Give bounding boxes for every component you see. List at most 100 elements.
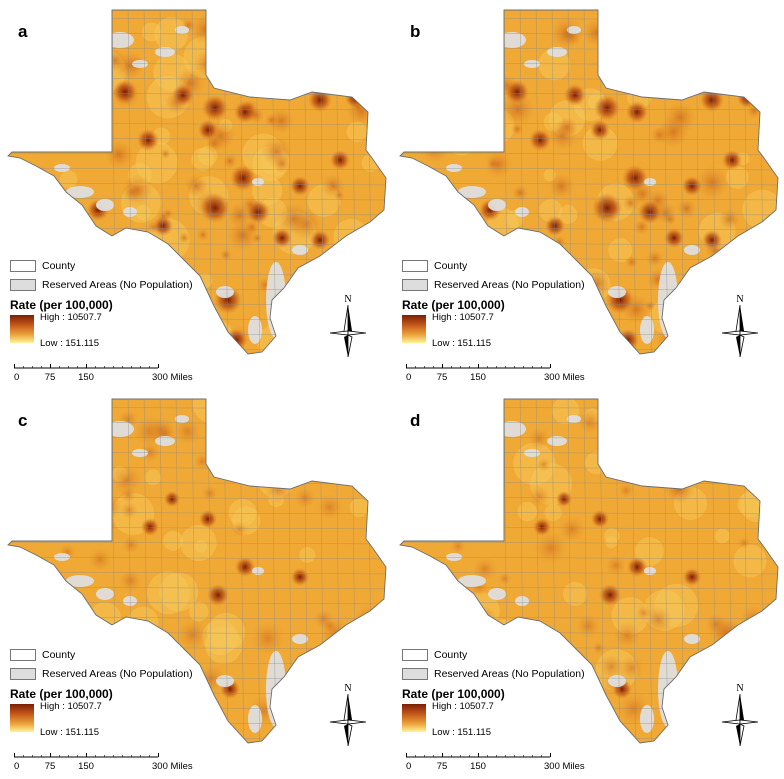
reserved-swatch [10, 668, 36, 680]
reserved-area [567, 26, 581, 34]
rate-color-ramp [10, 704, 34, 732]
reserved-area [446, 164, 462, 172]
reserved-area [292, 634, 308, 644]
reserved-area [684, 634, 700, 644]
rate-hotspot [290, 176, 310, 196]
scale-bar: 0 75 150 300 Miles [14, 364, 193, 383]
texas-map [399, 9, 779, 355]
reserved-area [488, 588, 506, 600]
scale-tick-label: 0 [406, 372, 411, 383]
reserved-area [106, 421, 134, 437]
scale-bar: 0 75 150 300 Miles [14, 753, 193, 772]
scale-tick-label: 75 [437, 372, 448, 383]
scale-tick-label: 150 [470, 761, 486, 772]
panel-label: a [18, 22, 28, 41]
reserved-area [175, 415, 189, 423]
rate-hotspot [272, 228, 292, 248]
north-label: N [344, 683, 351, 694]
rate-hotspot [345, 88, 365, 108]
reserved-area [458, 186, 486, 198]
rate-low-label: Low : 151.115 [40, 727, 99, 738]
panel-label: c [18, 411, 28, 430]
state-fill [400, 399, 778, 743]
rate-hotspot [737, 88, 757, 108]
scale-tick-label: 0 [406, 761, 411, 772]
rate-hotspot [592, 193, 622, 223]
reserved-area [403, 554, 421, 564]
rate-hotspot [664, 228, 684, 248]
state-fill [8, 399, 386, 743]
reserved-area [567, 415, 581, 423]
north-arrow-icon: N [721, 294, 759, 358]
rate-hotspot [594, 95, 620, 121]
rate-hotspot [207, 584, 229, 606]
rate-color-ramp [10, 315, 34, 343]
reserved-area [446, 553, 462, 561]
rate-hotspot [199, 510, 217, 528]
scale-bar: 0 75 150 300 Miles [406, 753, 585, 772]
rate-hotspot [626, 101, 648, 123]
rate-hotspot [529, 129, 551, 151]
reserved-area [96, 588, 114, 600]
reserved-area [498, 421, 526, 437]
reserved-area [66, 186, 94, 198]
reserved-area [524, 60, 540, 68]
reserved-area [403, 165, 421, 175]
rate-hotspot [230, 165, 256, 191]
scale-tick-label: 75 [437, 761, 448, 772]
rate-high-label: High : 10507.7 [432, 312, 494, 323]
rate-hotspot [164, 491, 180, 507]
map-panel-d: d County Reserved Areas (No Population) … [392, 389, 784, 779]
rate-hotspot [235, 557, 255, 577]
rate-hotspot [172, 84, 194, 106]
north-label: N [344, 294, 351, 305]
reserved-area [216, 286, 234, 298]
rate-hotspot [533, 518, 551, 536]
scale-tick-label: 300 Miles [544, 761, 585, 772]
county-swatch [402, 649, 428, 661]
reserved-area [266, 651, 286, 727]
county-swatch [10, 649, 36, 661]
rate-hotspot [682, 176, 702, 196]
north-arrow-icon: N [329, 683, 367, 747]
state-outline [7, 398, 387, 744]
rate-color-ramp [402, 315, 426, 343]
rate-hotspot [722, 150, 742, 170]
rate-hotspot [564, 84, 586, 106]
rate-hotspot [330, 150, 350, 170]
reserved-swatch [402, 668, 428, 680]
scale-bar: 0 75 150 300 Miles [406, 364, 585, 383]
reserved-area [248, 705, 262, 733]
map-panel-b: b County Reserved Areas (No Population) … [392, 0, 784, 390]
rate-hotspot [627, 557, 647, 577]
reserved-label: Reserved Areas (No Population) [434, 668, 585, 680]
rate-hotspot [591, 510, 609, 528]
county-label: County [42, 260, 76, 272]
rate-hotspot [599, 584, 621, 606]
scale-tick-label: 75 [45, 372, 56, 383]
reserved-area [640, 705, 654, 733]
rate-low-label: Low : 151.115 [432, 338, 491, 349]
reserved-area [132, 60, 148, 68]
north-arrow-icon: N [721, 683, 759, 747]
rate-hotspot [291, 568, 309, 586]
reserved-label: Reserved Areas (No Population) [42, 279, 193, 291]
state-outline [399, 398, 779, 744]
reserved-area [684, 245, 700, 255]
scale-tick-label: 150 [78, 372, 94, 383]
reserved-area [11, 165, 29, 175]
rate-hotspot [137, 129, 159, 151]
north-arrow-icon: N [329, 294, 367, 358]
scale-tick-label: 300 Miles [544, 372, 585, 383]
county-swatch [10, 260, 36, 272]
reserved-swatch [402, 279, 428, 291]
rate-hotspot [310, 230, 330, 250]
county-swatch [402, 260, 428, 272]
north-label: N [736, 294, 743, 305]
reserved-area [216, 675, 234, 687]
reserved-area [11, 554, 29, 564]
reserved-swatch [10, 279, 36, 291]
rate-title: Rate (per 100,000) [402, 687, 505, 701]
county-label: County [434, 649, 468, 661]
county-label: County [434, 260, 468, 272]
